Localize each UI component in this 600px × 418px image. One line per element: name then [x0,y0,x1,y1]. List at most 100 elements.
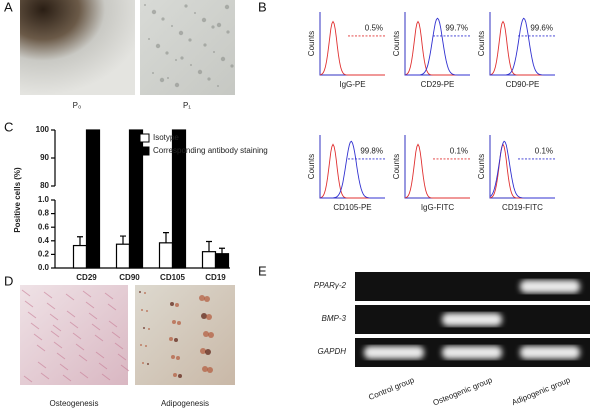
legend-label: Corresponding antibody staining [153,146,268,155]
error-bar [163,232,169,243]
isotype-curve [319,20,385,76]
micrograph-p1 [140,0,235,95]
stain-streak [79,371,89,379]
cell [152,72,154,74]
percent-label: 0.1% [535,146,553,155]
lipid-droplet [203,331,209,337]
x-tick-label: CD105 [160,273,185,282]
counts-label: Counts [477,31,486,56]
bar [171,129,187,269]
passage-label: P₁ [183,101,191,110]
stain-streak [50,330,60,338]
counts-label: Counts [392,31,401,56]
antibody-curve [405,17,470,76]
lipid-droplet [172,320,176,324]
antibody-curve [489,140,555,199]
lipid-droplet [142,362,144,364]
cell [211,25,215,29]
y-tick-label: 0.4 [38,236,50,245]
stain-streak [56,352,66,360]
gene-label: GAPDH [318,347,347,356]
lipid-droplet [177,321,181,325]
stain-streak [104,292,114,300]
axis [404,12,470,76]
stain-streak [95,351,105,359]
stain-streak [91,323,101,331]
cell [175,59,177,61]
counts-label: Counts [392,154,401,179]
stain-streak [53,341,63,349]
percent-label: 99.6% [530,23,553,32]
cell [197,69,203,75]
lipid-droplet [207,367,213,373]
lipid-droplet [173,373,177,377]
cell [167,77,169,79]
gel-band [520,280,580,293]
marker-label: CD19-FITC [502,203,543,212]
lipid-droplet [178,374,182,378]
lipid-droplet [200,348,206,354]
counts-label: Counts [307,154,316,179]
y-tick-label: 1.0 [38,195,50,204]
stain-streak [30,322,40,330]
lipid-droplet [201,313,207,319]
cell [165,51,169,55]
error-bar [120,235,126,245]
lipid-droplet [170,302,174,306]
cell [180,56,184,60]
cell [159,77,165,83]
stain-streak [101,373,111,381]
stain-streak [43,291,53,299]
stain-streak [108,320,118,328]
y-tick-label: 0.2 [38,250,50,259]
counts-label: Counts [477,154,486,179]
x-tick-label: CD19 [205,273,226,282]
counts-label: Counts [307,31,316,56]
stain-streak [52,324,62,332]
y-tick-label: 100 [36,125,50,134]
stain-streak [114,342,124,350]
micrograph-p0 [20,0,135,95]
gel-band [364,346,424,359]
error-bar [77,236,83,246]
stain-streak [75,343,85,351]
percent-label: 0.5% [365,23,383,32]
marker-label: CD29-PE [421,80,455,89]
stain-streak [27,311,37,319]
lipid-droplet [205,349,211,355]
lipid-droplet [176,356,180,360]
cell [174,82,180,88]
lipid-droplet [202,366,208,372]
stain-streak [78,354,88,362]
micrograph-adipogenesis [135,285,235,385]
lipid-droplet [199,295,205,301]
marker-label: CD90-PE [506,80,540,89]
error-bar [219,247,225,254]
marker-label: IgG-FITC [421,203,455,212]
gene-label: PPARγ-2 [314,281,347,290]
cell [155,43,161,49]
lipid-droplet [169,337,173,341]
lipid-droplet [175,303,179,307]
panel-label: B [258,0,267,14]
lipid-droplet [206,314,212,320]
gel-band [442,346,502,359]
cell [190,64,192,66]
stain-streak [82,290,92,298]
axis [489,135,555,199]
lipid-droplet [174,338,178,342]
legend-swatch [139,146,150,156]
group-label: Adipogenic group [510,375,572,407]
cell [184,4,188,8]
marker-label: IgG-PE [339,80,365,89]
lipid-droplet [208,332,214,338]
lipid-droplet [204,296,210,302]
cell [207,77,211,81]
panel-label: D [4,273,13,288]
lipid-droplet [145,345,147,347]
stain-streak [98,362,108,370]
antibody-curve [490,17,555,76]
stain-streak [46,302,56,310]
lipid-droplet [139,291,141,293]
